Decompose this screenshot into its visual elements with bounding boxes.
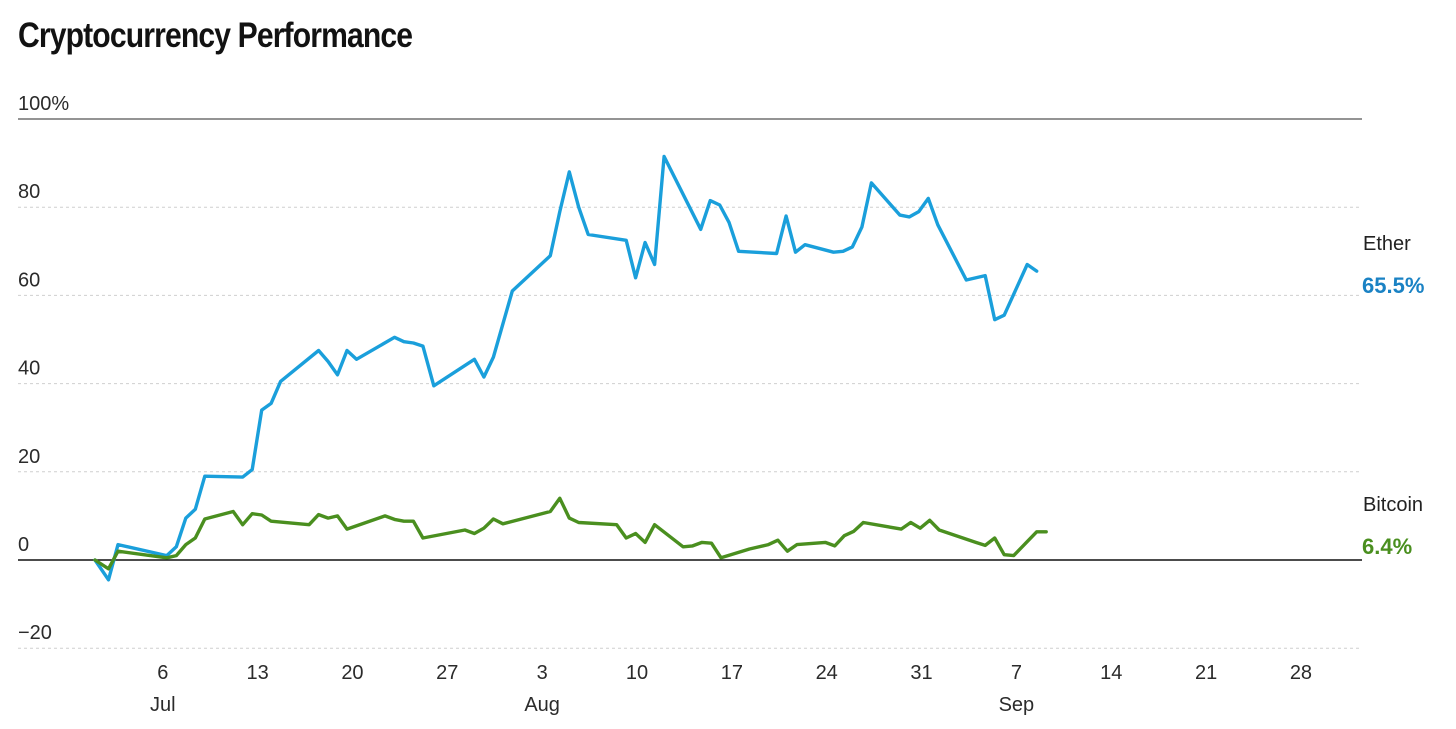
x-tick-label: 17 — [721, 662, 743, 684]
series-value-bitcoin: 6.4% — [1362, 534, 1412, 559]
x-tick-label: 7 — [1011, 662, 1022, 684]
series-name-ether: Ether — [1363, 233, 1411, 255]
series-line-bitcoin — [93, 496, 1048, 571]
series-lines — [93, 154, 1048, 582]
chart-title: Cryptocurrency Performance — [18, 16, 413, 55]
x-tick-label: 6 — [157, 662, 168, 684]
x-tick-label: 3 — [537, 662, 548, 684]
y-tick-label: −20 — [18, 622, 52, 644]
y-tick-label: 0 — [18, 534, 29, 556]
x-axis-tick-labels: 6 13 20 27 3 10 17 24 31 7 14 21 28 Jul Aug Sep — [150, 662, 1312, 716]
x-tick-label: 20 — [341, 662, 363, 684]
series-value-ether: 65.5% — [1362, 273, 1424, 298]
gridlines — [18, 118, 1362, 649]
x-tick-label: 24 — [816, 662, 838, 684]
y-tick-label: 20 — [18, 446, 40, 468]
series-name-bitcoin: Bitcoin — [1363, 494, 1423, 516]
x-tick-label: 10 — [626, 662, 648, 684]
month-label: Sep — [999, 694, 1035, 716]
x-tick-label: 14 — [1100, 662, 1122, 684]
y-tick-label: 80 — [18, 181, 40, 203]
x-tick-label: 31 — [910, 662, 932, 684]
y-tick-label: 40 — [18, 358, 40, 380]
x-tick-label: 21 — [1195, 662, 1217, 684]
x-tick-label: 27 — [436, 662, 458, 684]
month-label: Jul — [150, 694, 176, 716]
y-tick-label: 60 — [18, 269, 40, 291]
y-tick-label: 100% — [18, 93, 69, 115]
month-label: Aug — [524, 694, 560, 716]
series-line-ether — [93, 154, 1039, 582]
x-tick-label: 13 — [246, 662, 268, 684]
y-axis-tick-labels: 100% 80 60 40 20 0 −20 — [18, 93, 69, 644]
x-tick-label: 28 — [1290, 662, 1312, 684]
series-end-labels: Ether 65.5% Bitcoin 6.4% — [1362, 233, 1424, 559]
